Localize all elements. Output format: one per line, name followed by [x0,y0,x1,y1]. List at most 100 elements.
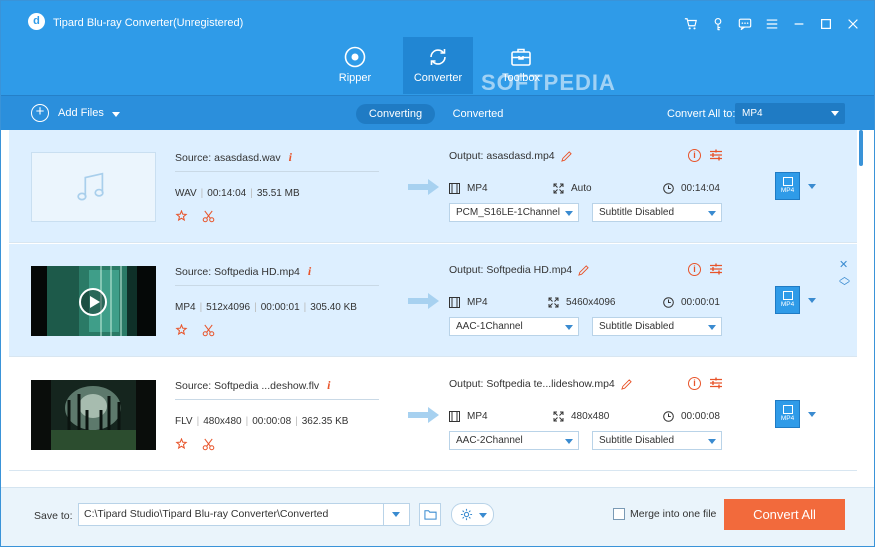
info-icon[interactable]: i [307,264,312,278]
toolbar: + Add Files Converting Converted Convert… [1,95,874,130]
info-icon[interactable]: i [688,149,701,162]
list-item[interactable]: Source: asasdasd.wav i WAV | 00:14:04 | 35.51… [9,130,857,243]
chevron-down-icon[interactable] [808,184,816,189]
source-meta: FLV | 480x480 | 00:00:08 | 362.35 KB [175,416,349,427]
save-path-value: C:\Tipard Studio\Tipard Blu-ray Converte… [84,508,329,520]
resize-icon [553,411,564,422]
output-resolution: 480x480 [553,411,609,422]
divider [175,399,379,400]
chevron-down-icon[interactable] [808,412,816,417]
settings-sliders-icon[interactable] [709,262,723,276]
move-up-icon[interactable]: ︿ [839,271,850,283]
source-name: Source: Softpedia HD.mp4 i [175,264,311,279]
magic-wand-icon[interactable] [175,210,188,223]
open-folder-button[interactable] [419,503,441,526]
scissors-icon[interactable] [202,324,215,337]
audio-track-select[interactable]: PCM_S16LE-1Channel [449,203,579,222]
list-item[interactable]: Source: Softpedia ...deshow.flv i FLV | 480… [9,358,857,471]
film-icon [782,291,793,300]
edit-tools [175,210,215,223]
pencil-icon[interactable] [620,378,632,390]
chevron-down-icon[interactable] [808,298,816,303]
file-list: Source: asasdasd.wav i WAV | 00:14:04 | 35.51… [9,130,857,485]
save-path-field[interactable]: C:\Tipard Studio\Tipard Blu-ray Converte… [78,503,410,526]
subtitle-select[interactable]: Subtitle Disabled [592,431,722,450]
source-name: Source: asasdasd.wav i [175,150,292,165]
output-text: Output: Softpedia te...lideshow.mp4 [449,378,615,390]
info-icon[interactable]: i [288,150,292,164]
output-resolution-text: Auto [571,183,592,194]
pencil-icon[interactable] [560,150,572,162]
minimize-icon[interactable] [785,14,812,32]
info-icon[interactable]: i [327,378,331,392]
convert-icon [430,49,446,65]
menu-icon[interactable] [758,14,785,32]
info-icon[interactable]: i [688,263,701,276]
tab-toolbox[interactable]: Toolbox [486,37,556,94]
chevron-down-icon[interactable] [111,111,120,117]
mode-tabs: Ripper Converter Toolbox [1,37,874,95]
tab-converted[interactable]: Converted [452,108,504,120]
maximize-icon[interactable] [812,14,839,32]
convert-all-select[interactable]: MP4 [735,103,845,124]
magic-wand-icon[interactable] [175,324,188,337]
close-icon[interactable] [839,14,866,32]
subtitle-value: Subtitle Disabled [599,435,675,446]
settings-button[interactable] [451,503,494,526]
output-format-button[interactable]: MP4 [775,400,800,428]
chevron-down-icon [479,513,487,518]
subtitle-select[interactable]: Subtitle Disabled [592,203,722,222]
merge-checkbox[interactable] [613,508,625,520]
arrow-right-icon [408,179,439,195]
cart-icon[interactable] [677,14,704,32]
remove-icon[interactable]: ✕ [839,259,849,271]
thumbnail[interactable] [31,380,156,450]
audio-track-select[interactable]: AAC-2Channel [449,431,579,450]
output-format-button[interactable]: MP4 [775,172,800,200]
tab-converting[interactable]: Converting [356,104,435,124]
merge-option[interactable]: Merge into one file [613,508,716,520]
chat-icon[interactable] [731,14,758,32]
subtitle-value: Subtitle Disabled [599,207,675,218]
save-label: Save to: [34,510,73,522]
scissors-icon[interactable] [202,438,215,451]
toolbox-icon [511,48,531,66]
chevron-down-icon[interactable] [383,504,409,525]
app-title: Tipard Blu-ray Converter(Unregistered) [53,17,244,29]
resize-icon [548,297,559,308]
play-icon[interactable] [79,288,107,316]
output-resolution: Auto [553,183,592,194]
thumbnail[interactable] [31,266,156,336]
key-icon[interactable] [704,14,731,32]
output-format-button[interactable]: MP4 [775,286,800,314]
move-down-icon[interactable]: ﹀ [839,281,850,293]
pencil-icon[interactable] [578,264,589,276]
source-duration: 00:00:08 [252,416,292,427]
thumbnail[interactable] [31,152,156,222]
settings-sliders-icon[interactable] [709,148,723,162]
add-files-button[interactable]: + Add Files [31,104,120,122]
source-format: FLV [175,416,193,427]
list-item[interactable]: Source: Softpedia HD.mp4 i MP4 | 512x4096 | 0… [9,244,857,357]
arrow-right-icon [408,407,439,423]
info-icon[interactable]: i [688,377,701,390]
output-format-text: MP4 [467,183,488,194]
audio-track-select[interactable]: AAC-1Channel [449,317,579,336]
tab-converter[interactable]: Converter [403,37,473,94]
audio-track-value: PCM_S16LE-1Channel [456,207,560,218]
settings-sliders-icon[interactable] [709,376,723,390]
source-meta: WAV | 00:14:04 | 35.51 MB [175,188,300,199]
output-duration: 00:14:04 [663,183,720,194]
clock-icon [663,411,674,422]
tab-ripper[interactable]: Ripper [320,37,390,94]
convert-all-button[interactable]: Convert All [724,499,845,530]
subtitle-select[interactable]: Subtitle Disabled [592,317,722,336]
source-resolution: 512x4096 [206,302,251,313]
source-format: WAV [175,188,197,199]
magic-wand-icon[interactable] [175,438,188,451]
scissors-icon[interactable] [202,210,215,223]
source-name: Source: Softpedia ...deshow.flv i [175,378,331,393]
scrollbar[interactable] [859,130,863,166]
disc-icon [344,46,366,68]
